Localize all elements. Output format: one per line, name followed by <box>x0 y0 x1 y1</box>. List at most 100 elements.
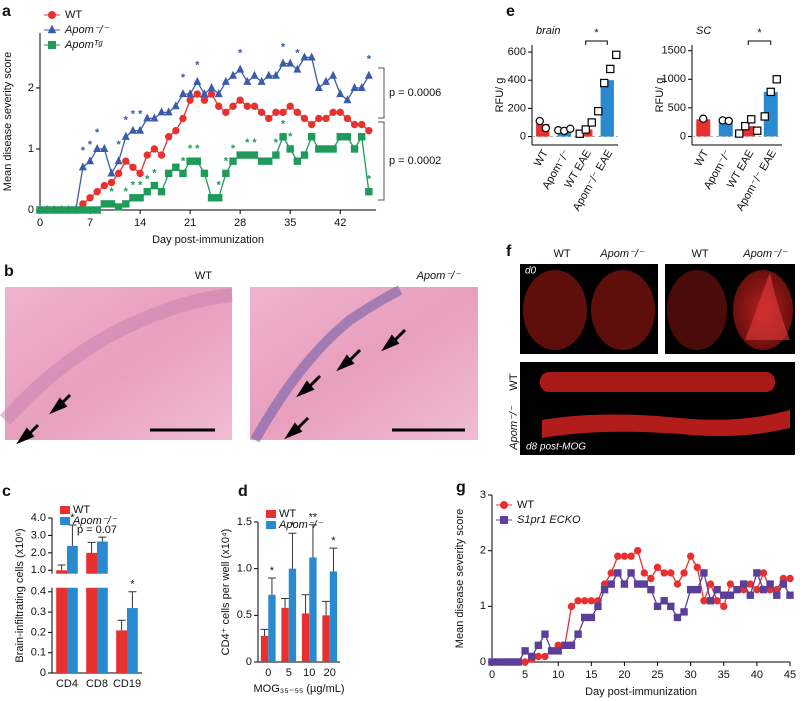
point <box>207 82 216 91</box>
bar <box>696 119 711 137</box>
point <box>336 108 344 117</box>
y-tick-label: 1.0 <box>237 563 252 575</box>
point <box>300 114 309 123</box>
significance-bracket <box>747 40 772 45</box>
legend-label: Apom⁻/⁻ <box>72 515 118 527</box>
significance-star: * <box>81 145 86 157</box>
point <box>221 76 230 85</box>
point <box>336 89 345 98</box>
point <box>494 658 503 666</box>
error-bar <box>68 524 77 546</box>
point <box>272 151 280 159</box>
point <box>150 113 159 122</box>
point <box>753 585 761 594</box>
point <box>581 597 589 605</box>
image-label: Apom⁻/⁻ <box>416 270 462 282</box>
point <box>357 82 366 91</box>
bar <box>322 615 330 662</box>
point <box>157 187 166 196</box>
legend-label: Apomᵀᵍ <box>64 39 103 51</box>
point <box>257 108 266 117</box>
annotation: p = 0.07 <box>77 524 117 536</box>
point <box>286 58 295 67</box>
point <box>136 194 144 202</box>
annotation: ** <box>309 512 318 524</box>
point <box>521 647 529 655</box>
point <box>229 70 238 79</box>
x-tick-label: 20 <box>618 669 630 681</box>
significance-star: * <box>95 127 100 139</box>
point <box>612 50 621 60</box>
point <box>193 157 201 165</box>
point <box>547 647 556 655</box>
point <box>86 194 94 202</box>
point <box>179 169 187 178</box>
point <box>243 151 252 159</box>
x-tick-label: WT <box>692 148 711 169</box>
x-axis-label: MOG₃₅₋₅₅ (µg/mL) <box>253 683 344 695</box>
point <box>43 206 51 214</box>
point <box>114 203 123 211</box>
point <box>627 552 635 560</box>
point <box>250 102 259 110</box>
point <box>667 602 675 611</box>
legend-label: WT <box>279 508 296 520</box>
point <box>574 630 582 638</box>
point <box>541 652 549 661</box>
point <box>57 206 66 214</box>
point <box>300 151 309 159</box>
point <box>759 569 768 577</box>
point <box>640 569 649 577</box>
significance-star: * <box>238 48 243 60</box>
x-axis-label: Day post-immunization <box>585 686 697 698</box>
x-tick-label: 14 <box>134 217 146 229</box>
micrograph-wt <box>5 287 232 440</box>
significance-star: * <box>124 115 129 127</box>
significance-star: * <box>367 54 372 66</box>
bar <box>56 570 67 673</box>
point <box>693 585 701 594</box>
fluorescence: WT Apom⁻/⁻ WT Apom⁻/⁻ d0 WT Apom⁻/⁻ d8 p… <box>508 248 795 455</box>
point <box>713 597 721 605</box>
point <box>779 580 788 588</box>
image-label: WT <box>195 270 212 282</box>
point <box>307 133 316 141</box>
point <box>100 144 109 153</box>
point <box>100 200 109 208</box>
point <box>286 102 294 110</box>
x-tick-label: 0 <box>37 217 43 229</box>
significance-star: * <box>274 137 279 149</box>
point <box>713 585 721 594</box>
error-bar <box>301 594 310 614</box>
significance: * <box>757 27 762 39</box>
point <box>50 206 58 214</box>
point <box>686 552 695 560</box>
point <box>647 574 655 583</box>
legend-label: S1pr1 ECKO <box>517 514 581 526</box>
point <box>129 163 137 171</box>
point <box>250 70 259 79</box>
point <box>535 116 544 126</box>
error-bar <box>267 577 276 595</box>
point <box>164 133 173 141</box>
point <box>222 108 230 117</box>
point <box>594 602 602 611</box>
legend-label: WT <box>517 499 534 511</box>
point <box>534 641 543 649</box>
annotation: * <box>331 535 336 547</box>
point <box>667 569 675 577</box>
point <box>528 652 536 661</box>
bar <box>260 635 269 662</box>
point <box>660 597 668 605</box>
significance-star: * <box>217 180 222 192</box>
y-tick-label: 1 <box>480 600 486 612</box>
significance-star: * <box>245 137 250 149</box>
y-tick-label: 1.5 <box>237 516 252 528</box>
error-bar <box>329 547 338 572</box>
point <box>633 546 642 555</box>
point <box>620 580 629 588</box>
y-tick-label: 0 <box>520 130 526 142</box>
point <box>136 169 144 178</box>
significance-star: * <box>181 155 186 167</box>
point <box>143 113 152 122</box>
